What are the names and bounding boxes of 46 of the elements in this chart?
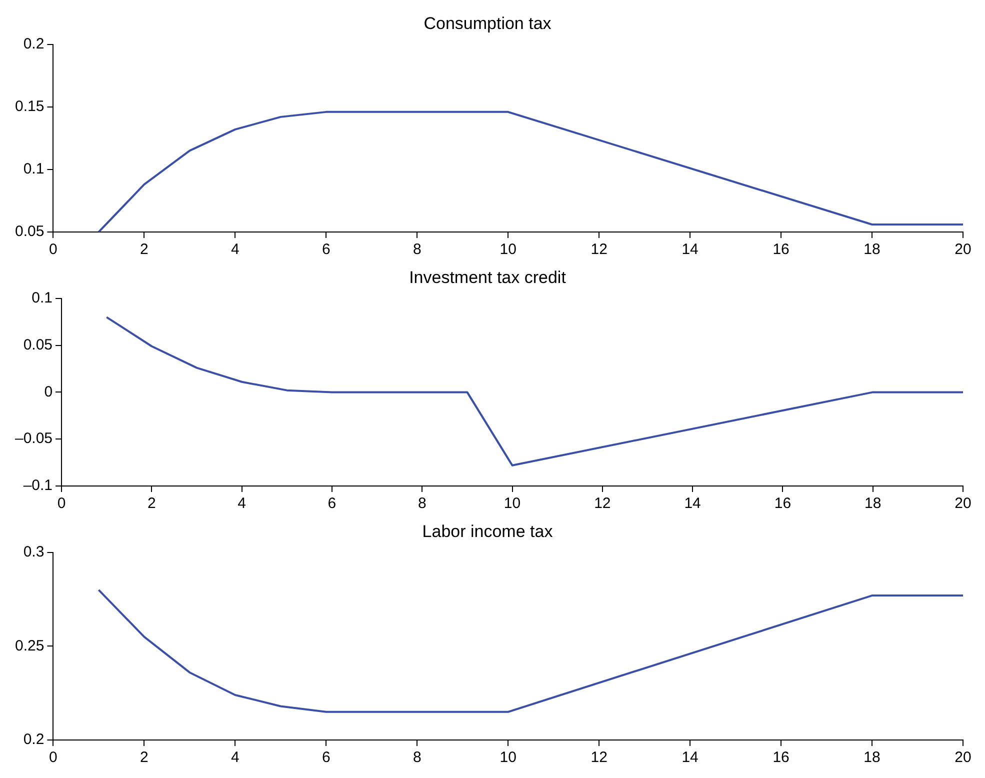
x-tick-label: 18: [864, 749, 880, 766]
x-tick-label: 18: [864, 495, 882, 512]
y-tick-label: 0.1: [23, 160, 44, 178]
y-tick-label: 0.1: [32, 290, 53, 307]
chart-title: Investment tax credit: [409, 268, 566, 287]
x-tick-label: 6: [322, 241, 330, 258]
x-tick-label: 20: [954, 495, 972, 512]
x-tick-label: 4: [230, 749, 240, 766]
x-tick-label: 4: [230, 241, 240, 258]
x-tick-label: 8: [418, 495, 426, 512]
x-tick-label: 16: [774, 495, 792, 512]
x-tick-label: 14: [682, 749, 698, 766]
y-tick-label: 0.25: [14, 637, 44, 654]
x-tick-label: 12: [594, 495, 611, 512]
x-tick-label: 8: [412, 241, 422, 258]
chart-title: Labor income tax: [422, 522, 554, 541]
x-tick-label: 16: [772, 749, 790, 766]
x-tick-label: 16: [772, 241, 790, 258]
x-tick-label: 10: [500, 749, 516, 766]
x-tick-label: 2: [140, 749, 148, 766]
x-tick-label: 6: [322, 749, 330, 766]
y-tick-label: –0.05: [14, 430, 53, 448]
y-tick-label: 0.05: [14, 223, 44, 240]
x-tick-label: 10: [504, 495, 521, 512]
x-tick-label: 0: [57, 495, 66, 512]
y-tick-label: 0.2: [23, 36, 44, 53]
x-tick-label: 14: [682, 241, 698, 258]
y-tick-label: 0.3: [23, 544, 44, 561]
y-tick-label: 0.2: [23, 731, 44, 748]
x-tick-label: 18: [864, 241, 880, 258]
x-tick-label: 10: [500, 241, 516, 258]
x-tick-label: 2: [140, 241, 148, 258]
x-tick-label: 12: [590, 241, 608, 258]
x-tick-label: 20: [954, 749, 972, 766]
y-tick-label: 0.05: [23, 336, 53, 354]
y-tick-label: –0.1: [23, 477, 53, 494]
y-tick-label: 0.15: [14, 98, 44, 116]
y-tick-label: 0: [44, 383, 53, 400]
x-tick-label: 8: [412, 749, 422, 766]
x-tick-label: 12: [590, 749, 608, 766]
x-tick-label: 20: [954, 241, 972, 258]
chart-title: Consumption tax: [424, 14, 552, 33]
x-tick-label: 4: [238, 495, 246, 512]
x-tick-label: 6: [328, 495, 336, 512]
x-tick-label: 2: [148, 495, 156, 512]
x-tick-label: 14: [684, 495, 701, 512]
